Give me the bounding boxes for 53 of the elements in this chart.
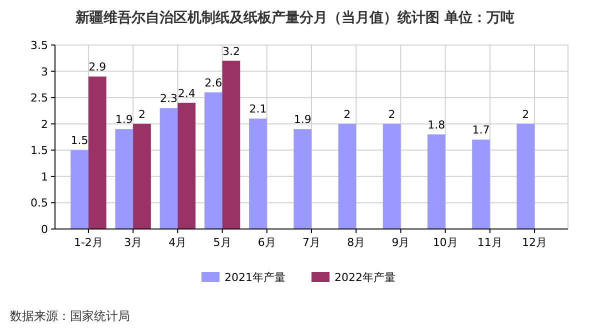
y-tick-label: 0.5 [30, 196, 48, 210]
x-tick-label: 1-2月 [74, 236, 103, 249]
x-tick-label: 3月 [124, 236, 142, 249]
chart-title: 新疆维吾尔自治区机制纸及纸板产量分月（当月值）统计图 单位：万吨 [74, 9, 514, 26]
bar [160, 108, 178, 229]
legend-label: 2021年产量 [224, 271, 286, 284]
data-label: 2 [522, 108, 530, 121]
data-label: 2 [344, 108, 351, 121]
y-tick-label: 2.5 [30, 92, 48, 105]
y-tick-label: 0 [41, 223, 48, 236]
y-tick-label: 1 [41, 170, 48, 184]
bar [133, 124, 151, 229]
x-tick-label: 5月 [213, 236, 232, 249]
x-tick-label: 6月 [258, 236, 276, 249]
bar [249, 118, 267, 229]
y-tick-label: 3.5 [30, 39, 48, 52]
data-label: 3.2 [222, 44, 240, 58]
x-tick-label: 8月 [347, 236, 366, 249]
bar [178, 102, 196, 229]
data-label: 1.8 [428, 118, 446, 132]
x-tick-label: 7月 [302, 236, 320, 249]
bar [222, 60, 240, 229]
data-label: 2.3 [160, 92, 178, 106]
data-label: 2 [138, 108, 146, 121]
data-label: 2.1 [249, 102, 267, 116]
data-label: 2.6 [204, 76, 222, 90]
bar [294, 129, 312, 229]
bar [382, 124, 401, 229]
y-tick-label: 1.5 [30, 144, 48, 158]
y-tick-label: 3 [41, 65, 48, 78]
bar [115, 129, 134, 229]
y-tick-label: 2 [41, 118, 48, 131]
legend-label: 2022年产量 [334, 271, 396, 284]
x-tick-label: 4月 [168, 236, 187, 249]
x-tick-label: 10月 [432, 236, 458, 249]
data-label: 1.9 [294, 113, 312, 126]
data-label: 1.9 [115, 113, 133, 126]
bar [204, 92, 222, 229]
x-tick-label: 11月 [477, 236, 502, 249]
x-tick-label: 12月 [522, 236, 548, 249]
data-label: 1.7 [472, 124, 490, 137]
bar [472, 140, 490, 229]
data-label: 2.9 [88, 60, 106, 74]
source-note: 数据来源：国家统计局 [10, 309, 130, 323]
bar [516, 124, 535, 229]
bar [338, 124, 356, 229]
data-label: 2.4 [178, 86, 196, 100]
bar [427, 134, 446, 229]
bar [88, 76, 106, 229]
x-tick-label: 9月 [392, 236, 410, 249]
bar [70, 150, 88, 229]
data-label: 2 [388, 108, 396, 121]
data-label: 1.5 [70, 134, 88, 148]
